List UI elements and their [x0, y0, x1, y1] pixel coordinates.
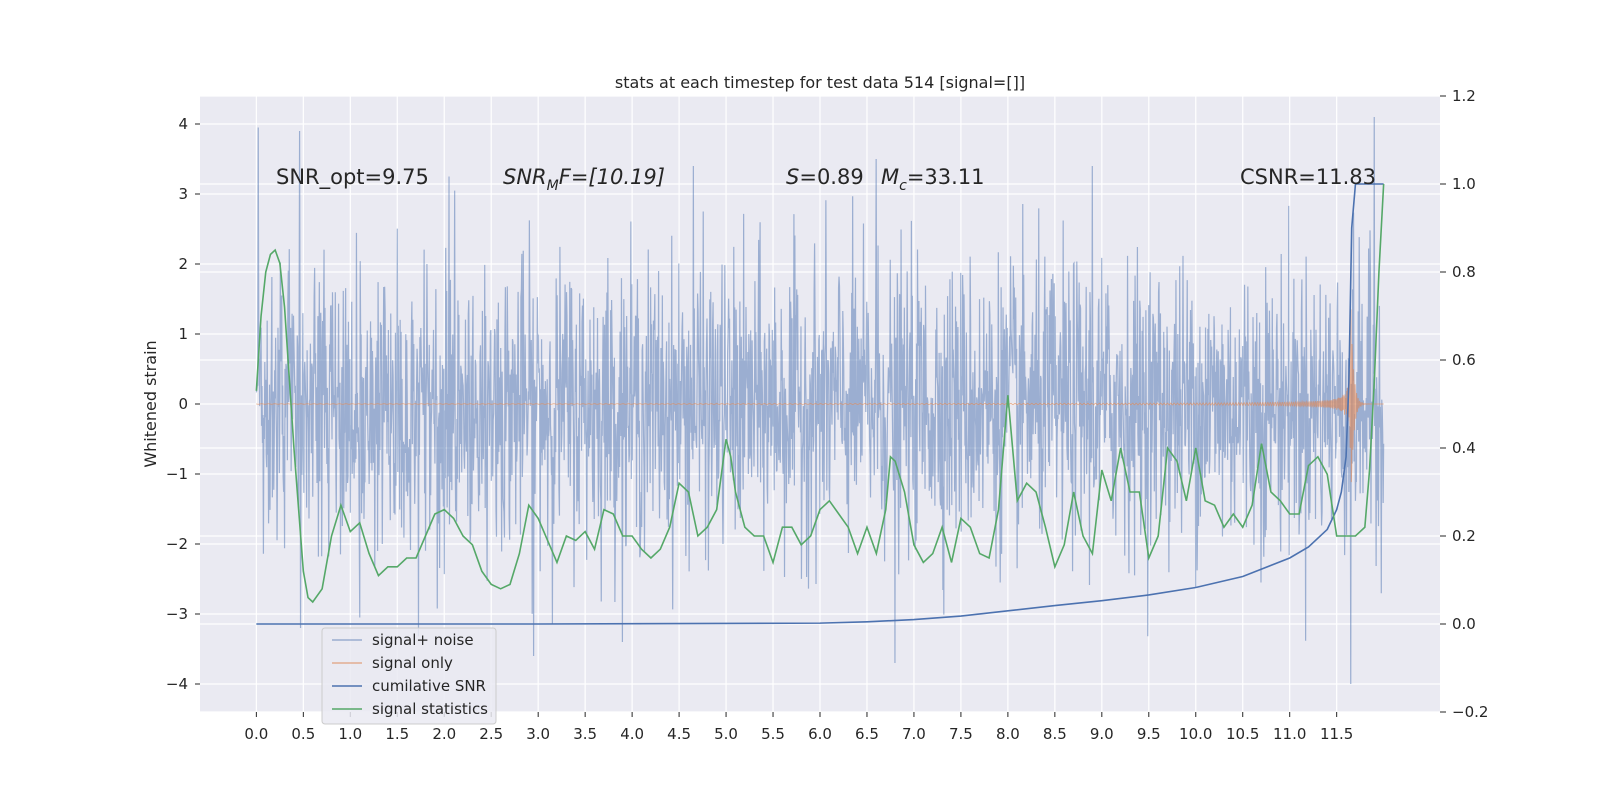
x-tick-label-21: 10.5	[1226, 725, 1259, 743]
x-axis-ticks: 0.0 0.5 1.0 1.5 2.0 2.5 3.0 3.5 4.0 4.5 5.0 5.5 6.0 6…	[244, 712, 1353, 743]
x-tick-label-14: 7.0	[902, 725, 926, 743]
series-line-cumilative-snr	[256, 183, 1384, 625]
y2-tick-label-1: 0.0	[1452, 615, 1476, 633]
x-tick-label-16: 8.0	[996, 725, 1020, 743]
series-line-signal-statistics	[255, 183, 1385, 604]
y-tick-label-7: 3	[178, 185, 188, 203]
x-tick-label-12: 6.0	[808, 725, 832, 743]
y2-tick-label-3: 0.4	[1452, 439, 1476, 457]
x-tick-label-6: 3.0	[526, 725, 550, 743]
chart-title: stats at each timestep for test data 514…	[615, 73, 1025, 92]
annotation-s: S=0.89	[786, 165, 864, 189]
y-tick-label-6: 2	[178, 255, 188, 273]
y-tick-label-5: 1	[178, 325, 188, 343]
x-tick-label-17: 8.5	[1043, 725, 1067, 743]
x-tick-label-8: 4.0	[620, 725, 644, 743]
legend: signal+ noise signal only cumilative SNR…	[321, 627, 497, 725]
y-tick-label-2: −2	[166, 535, 188, 553]
y2-tick-label-7: 1.2	[1452, 87, 1476, 105]
y-tick-label-1: −3	[166, 605, 188, 623]
legend-label-cumilative-snr: cumilative SNR	[372, 677, 486, 695]
y2-tick-label-0: −0.2	[1452, 703, 1488, 721]
x-tick-label-22: 11.0	[1273, 725, 1306, 743]
y2-tick-label-5: 0.8	[1452, 263, 1476, 281]
legend-box	[321, 627, 497, 725]
x-tick-label-5: 2.5	[479, 725, 503, 743]
x-tick-label-11: 5.5	[761, 725, 785, 743]
y-tick-label-4: 0	[178, 395, 188, 413]
x-tick-label-9: 4.5	[667, 725, 691, 743]
y-tick-label-0: −4	[166, 675, 188, 693]
y2-tick-label-2: 0.2	[1452, 527, 1476, 545]
series-line-signal-plus-noise	[255, 116, 1385, 685]
annotation-snr-opt: SNR_opt=9.75	[276, 165, 429, 190]
annotation-snr-mf: SNRMF=[10.19]	[503, 165, 665, 194]
x-tick-label-10: 5.0	[714, 725, 738, 743]
y2-axis-ticks: −0.2 0.0 0.2 0.4 0.6 0.8 1.0 1.2	[1440, 87, 1488, 721]
x-tick-label-13: 6.5	[855, 725, 879, 743]
x-tick-label-0: 0.0	[244, 725, 268, 743]
x-tick-label-7: 3.5	[573, 725, 597, 743]
x-tick-label-19: 9.5	[1137, 725, 1161, 743]
y2-tick-label-6: 1.0	[1452, 175, 1476, 193]
x-tick-label-3: 1.5	[385, 725, 409, 743]
y-axis-ticks: −4 −3 −2 −1 0 1 2 3 4	[166, 115, 200, 693]
annotation-csnr: CSNR=11.83	[1240, 165, 1376, 189]
legend-label-signal-plus-noise: signal+ noise	[372, 631, 474, 649]
x-tick-label-2: 1.0	[338, 725, 362, 743]
x-tick-label-18: 9.0	[1090, 725, 1114, 743]
x-tick-label-4: 2.0	[432, 725, 456, 743]
x-tick-label-15: 7.5	[949, 725, 973, 743]
y-tick-label-8: 4	[178, 115, 188, 133]
y-tick-label-3: −1	[166, 465, 188, 483]
legend-label-signal-only: signal only	[372, 654, 453, 672]
y2-tick-label-4: 0.6	[1452, 351, 1476, 369]
y-axis-label: Whitened strain	[141, 340, 160, 467]
series-line-signal-only	[256, 309, 1384, 483]
x-tick-label-20: 10.0	[1179, 725, 1212, 743]
annotation-mc: Mc=33.11	[881, 165, 985, 194]
x-tick-label-23: 11.5	[1320, 725, 1353, 743]
legend-label-signal-statistics: signal statistics	[372, 700, 488, 718]
x-tick-label-1: 0.5	[291, 725, 315, 743]
